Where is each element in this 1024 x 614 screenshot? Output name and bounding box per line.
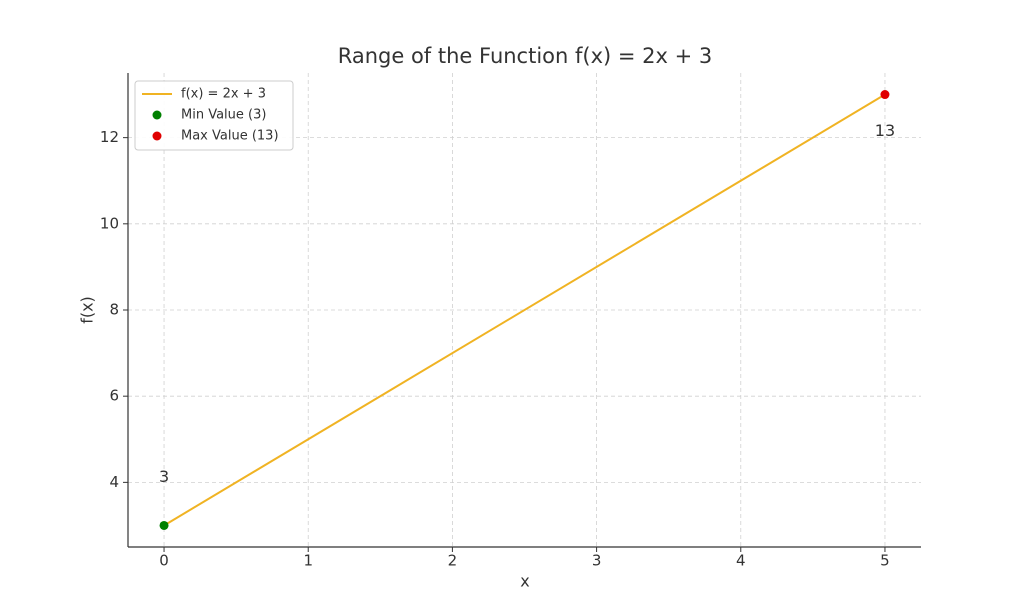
x-tick-label: 5 xyxy=(880,552,890,570)
y-tick-label: 8 xyxy=(109,301,119,319)
point-label: 3 xyxy=(159,467,169,486)
y-tick-label: 12 xyxy=(100,128,119,146)
point xyxy=(880,90,890,100)
x-tick-label: 1 xyxy=(303,552,313,570)
y-tick-label: 10 xyxy=(100,214,119,232)
legend-label: f(x) = 2x + 3 xyxy=(181,87,266,102)
legend-label: Max Value (13) xyxy=(181,129,279,144)
x-axis-label: x xyxy=(520,572,529,591)
point xyxy=(159,520,169,530)
chart-title: Range of the Function f(x) = 2x + 3 xyxy=(338,44,713,68)
y-axis-label: f(x) xyxy=(78,296,97,324)
x-tick-label: 2 xyxy=(448,552,458,570)
legend-dot xyxy=(152,131,162,141)
y-tick-label: 6 xyxy=(109,387,119,405)
x-tick-label: 0 xyxy=(159,552,169,570)
legend-dot xyxy=(152,110,162,120)
x-tick-label: 4 xyxy=(736,552,746,570)
legend-box xyxy=(134,80,294,151)
point-label: 13 xyxy=(875,121,895,140)
legend-label: Min Value (3) xyxy=(181,108,266,123)
x-tick-label: 3 xyxy=(592,552,602,570)
legend: f(x) = 2x + 3 Min Value (3) Max Value (13) xyxy=(134,80,294,151)
function-line xyxy=(163,93,886,527)
y-tick-label: 4 xyxy=(109,473,119,491)
